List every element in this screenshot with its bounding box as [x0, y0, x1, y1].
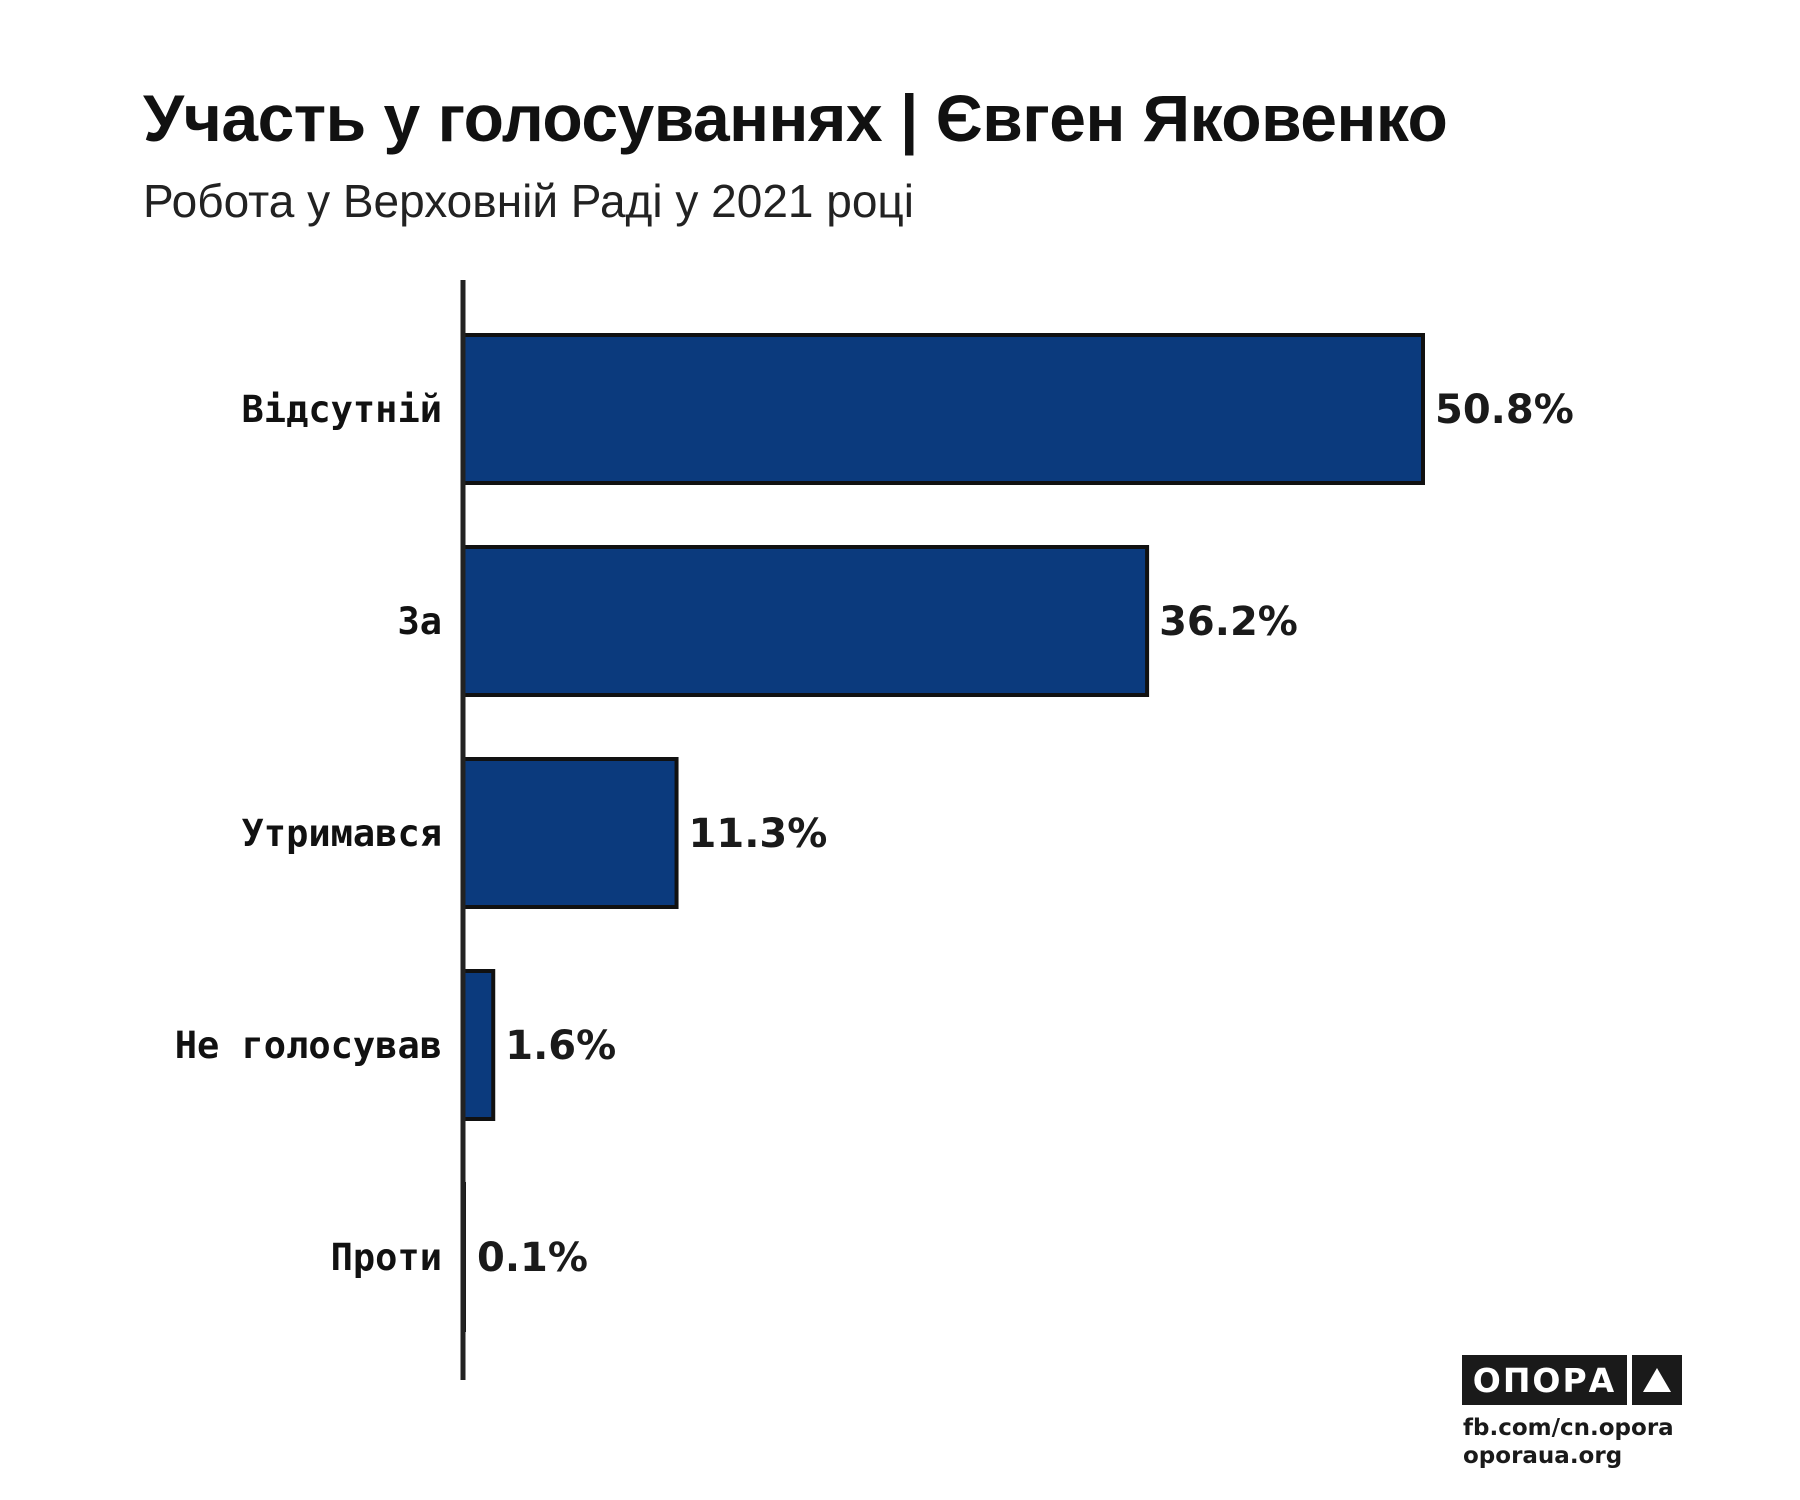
bar — [461, 333, 1425, 485]
facebook-link[interactable]: fb.com/cn.opora — [1463, 1415, 1674, 1441]
opora-logo: ОПОРА — [1462, 1355, 1682, 1405]
value-label: 11.3% — [689, 811, 828, 857]
chart-title: Участь у голосуваннях | Євген Яковенко — [143, 81, 1448, 155]
category-label: Проти — [331, 1236, 442, 1279]
website-link[interactable]: oporaua.org — [1463, 1443, 1623, 1469]
category-labels: Відсутній За Утримався Не голосував Проти — [175, 388, 442, 1279]
logo-text: ОПОРА — [1462, 1355, 1627, 1405]
value-label: 36.2% — [1159, 599, 1298, 645]
category-label: Відсутній — [242, 388, 442, 431]
bars-group — [461, 333, 1425, 1332]
category-label: За — [397, 600, 442, 643]
triangle-icon — [1632, 1355, 1682, 1405]
bar — [461, 969, 496, 1121]
value-label: 0.1% — [477, 1235, 588, 1281]
chart-subtitle: Робота у Верховній Раді у 2021 році — [143, 175, 914, 227]
value-label: 50.8% — [1435, 387, 1574, 433]
category-label: Утримався — [242, 812, 442, 855]
bar — [461, 757, 679, 909]
bar — [461, 545, 1150, 697]
value-labels: 50.8% 36.2% 11.3% 1.6% 0.1% — [477, 387, 1574, 1281]
value-label: 1.6% — [505, 1023, 616, 1069]
category-label: Не голосував — [175, 1024, 442, 1067]
